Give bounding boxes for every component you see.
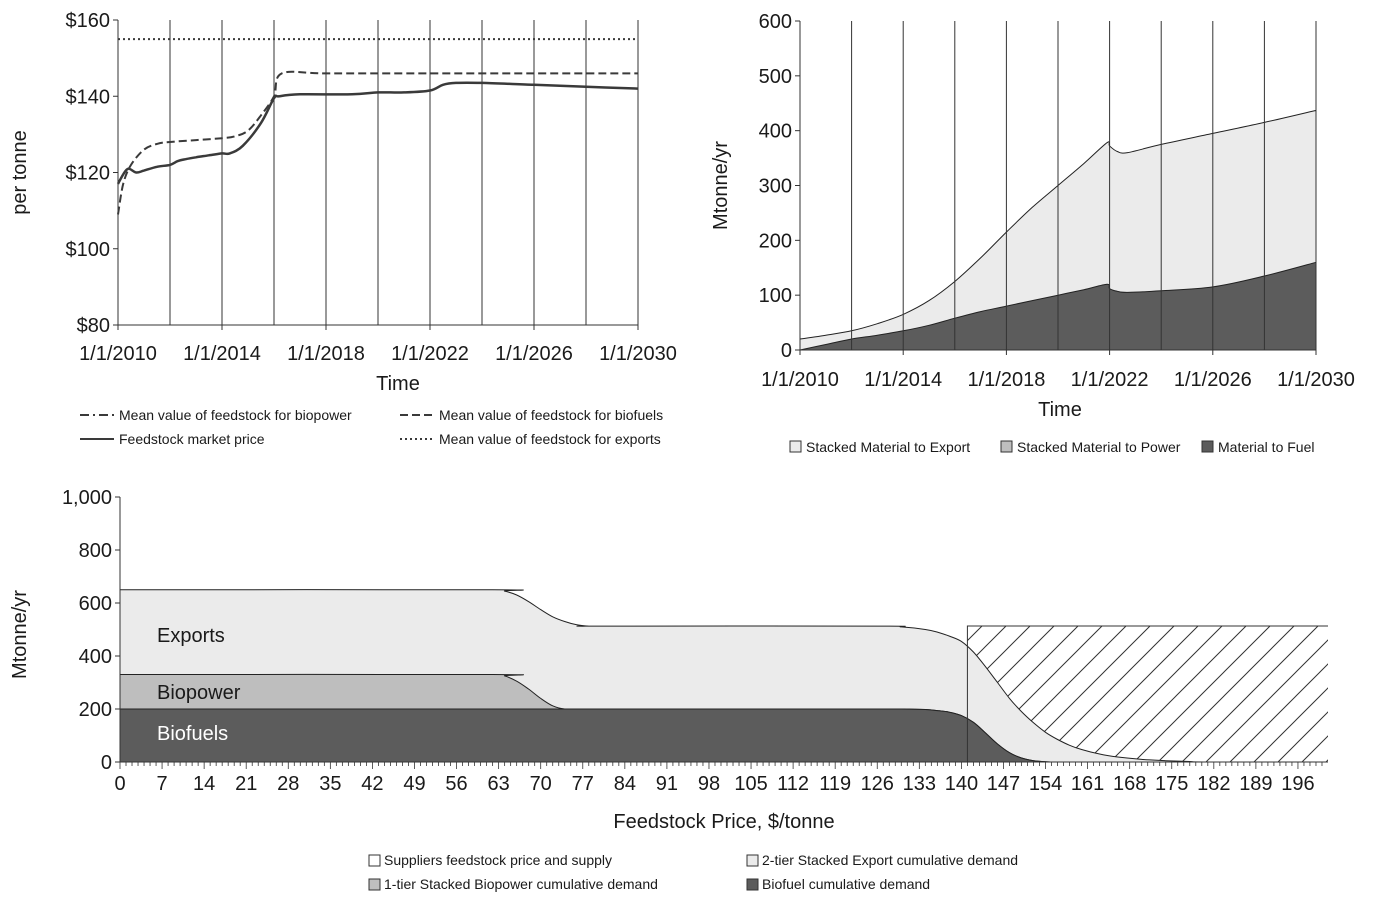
x-tick-label: 42 (361, 773, 383, 795)
x-tick-label: 147 (987, 773, 1020, 795)
x-axis-title: Time (1038, 399, 1082, 421)
legend-label: Mean value of feedstock for biopower (119, 407, 352, 423)
legend-label: 1-tier Stacked Biopower cumulative deman… (384, 876, 658, 892)
supply-demand-area-chart: 0 200 400 600 800 1,000 0 7 14 21 28 35 42 49 56 63 70 77… (9, 487, 1329, 892)
legend-label: Mean value of feedstock for biofuels (439, 407, 663, 423)
y-tick-label: 400 (759, 121, 792, 143)
x-tick-label: 0 (114, 773, 125, 795)
x-tick-label: 84 (614, 773, 636, 795)
x-tick-label: 1/1/2010 (79, 343, 157, 365)
y-tick-label: $80 (77, 315, 110, 337)
x-tick-label: 196 (1281, 773, 1314, 795)
legend-swatch (1000, 440, 1013, 453)
x-tick-label: 7 (157, 773, 168, 795)
y-tick-label: $100 (66, 239, 111, 261)
y-tick-label: 800 (79, 540, 112, 562)
y-tick-label: 100 (759, 285, 792, 307)
x-tick-label: 140 (945, 773, 978, 795)
x-tick-label: 91 (656, 773, 678, 795)
legend-swatch (368, 878, 381, 891)
legend-label: Stacked Material to Power (1017, 439, 1181, 455)
price-line-chart: $80 $100 $120 $140 $160 1/1/2010 1/1/2014 1/1/2… (9, 10, 677, 447)
x-tick-label: 70 (530, 773, 552, 795)
y-tick-label: 200 (79, 699, 112, 721)
legend-swatch (746, 854, 759, 867)
legend-label: Feedstock market price (119, 431, 265, 447)
legend-label: Biofuel cumulative demand (762, 876, 930, 892)
x-axis-title: Time (376, 373, 420, 395)
legend-label: Material to Fuel (1218, 439, 1314, 455)
legend-label: Mean value of feedstock for exports (439, 431, 661, 447)
x-tick-label: 28 (277, 773, 299, 795)
x-tick-label: 133 (903, 773, 936, 795)
legend-label: 2-tier Stacked Export cumulative demand (762, 852, 1018, 868)
y-tick-label: $120 (66, 163, 111, 185)
x-tick-label: 168 (1113, 773, 1146, 795)
y-tick-label: 600 (759, 11, 792, 33)
legend-label: Suppliers feedstock price and supply (384, 852, 612, 868)
x-tick-label: 1/1/2018 (287, 343, 365, 365)
biofuels-label: Biofuels (157, 723, 228, 745)
y-tick-label: $140 (66, 86, 111, 108)
legend-swatch (789, 440, 802, 453)
legend-swatch (368, 854, 381, 867)
x-tick-label: 182 (1197, 773, 1230, 795)
y-tick-label: 0 (101, 752, 112, 774)
series-line (116, 81, 639, 185)
legend-swatch (746, 878, 759, 891)
supplier-outline (966, 625, 1328, 762)
y-tick-label: 0 (781, 340, 792, 362)
legend-label: Stacked Material to Export (806, 439, 970, 455)
x-tick-label: 1/1/2022 (391, 343, 469, 365)
x-tick-label: 49 (403, 773, 425, 795)
exports-label: Exports (157, 625, 225, 647)
x-tick-label: 14 (193, 773, 215, 795)
x-tick-label: 1/1/2030 (599, 343, 677, 365)
y-axis-title: Mtonne/yr (9, 590, 31, 679)
x-tick-label: 1/1/2030 (1277, 369, 1355, 391)
x-tick-label: 1/1/2014 (183, 343, 261, 365)
x-tick-label: 154 (1029, 773, 1062, 795)
x-tick-label: 35 (319, 773, 341, 795)
x-tick-label: 189 (1239, 773, 1272, 795)
y-axis-title: per tonne (9, 130, 31, 215)
material-area-chart: 0 100 200 300 400 500 600 1/1/2010 1/1/2014 1/1/2… (710, 11, 1355, 455)
x-tick-label: 105 (734, 773, 767, 795)
y-axis-title: Mtonne/yr (710, 141, 732, 230)
x-tick-label: 1/1/2026 (495, 343, 573, 365)
y-tick-label: 200 (759, 230, 792, 252)
y-tick-label: $160 (66, 10, 111, 32)
x-tick-label: 175 (1155, 773, 1188, 795)
y-tick-label: 300 (759, 176, 792, 198)
x-tick-label: 1/1/2022 (1071, 369, 1149, 391)
x-tick-label: 112 (777, 773, 809, 795)
x-tick-label: 161 (1071, 773, 1104, 795)
x-tick-label: 126 (861, 773, 894, 795)
y-tick-label: 500 (759, 66, 792, 88)
x-tick-label: 1/1/2018 (967, 369, 1045, 391)
y-tick-label: 400 (79, 646, 112, 668)
x-tick-label: 1/1/2026 (1174, 369, 1252, 391)
x-tick-label: 21 (235, 773, 257, 795)
y-tick-label: 1,000 (62, 487, 112, 509)
legend-swatch (1201, 440, 1214, 453)
x-tick-label: 63 (488, 773, 510, 795)
x-tick-label: 1/1/2014 (864, 369, 942, 391)
biopower-label: Biopower (157, 682, 241, 704)
x-tick-label: 77 (572, 773, 594, 795)
x-tick-label: 1/1/2010 (761, 369, 839, 391)
x-tick-label: 56 (445, 773, 467, 795)
x-tick-label: 98 (698, 773, 720, 795)
x-tick-label: 119 (819, 773, 851, 795)
y-tick-label: 600 (79, 593, 112, 615)
series-line (117, 70, 638, 215)
x-axis-title: Feedstock Price, $/tonne (613, 811, 834, 833)
